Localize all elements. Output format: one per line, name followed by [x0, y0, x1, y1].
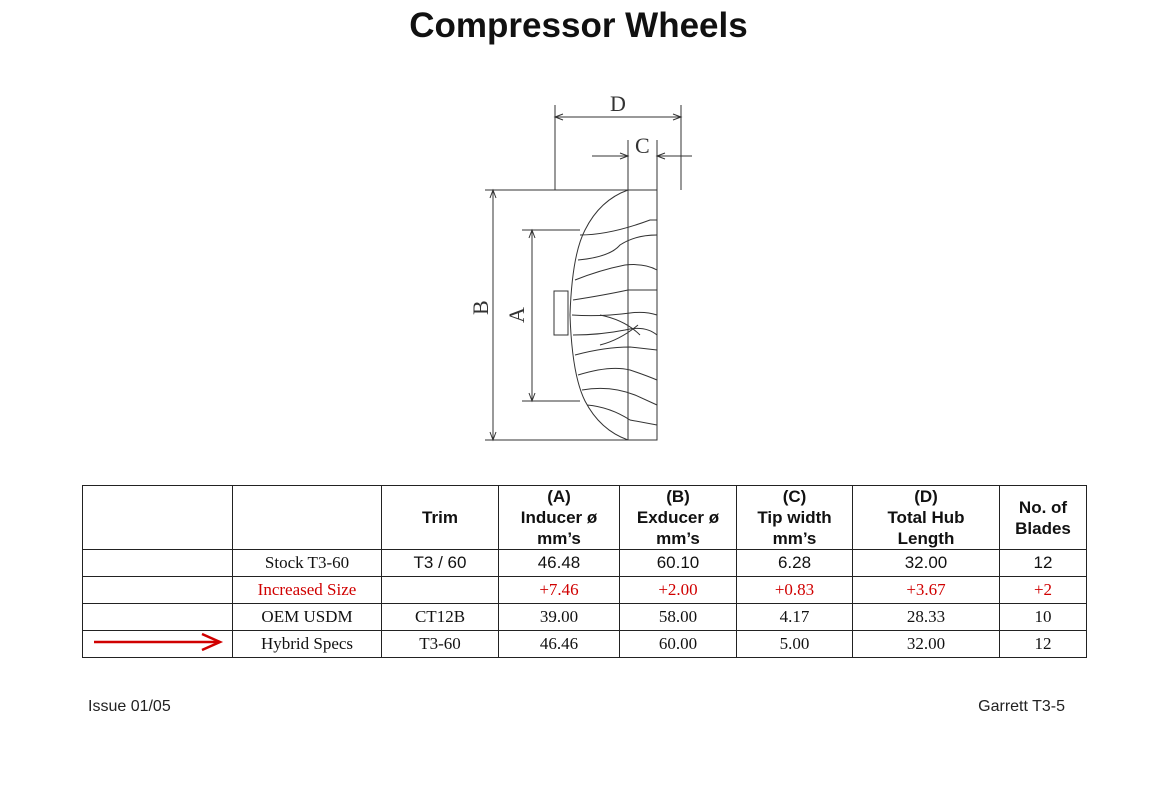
- dimension-label-b: B: [468, 300, 493, 315]
- footer-model: Garrett T3-5: [978, 698, 1065, 715]
- row-trim: CT12B: [381, 603, 499, 631]
- row-trim: T3-60: [381, 630, 499, 658]
- row-name: OEM USDM: [232, 603, 382, 631]
- row-tip-width: +0.83: [736, 576, 853, 604]
- row-name: Stock T3-60: [232, 549, 382, 577]
- dimension-label-d: D: [610, 91, 626, 116]
- row-hub-length: 32.00: [852, 549, 1000, 577]
- row-marker-cell: [82, 576, 233, 604]
- header-total-hub-length: (D) Total Hub Length: [852, 485, 1000, 550]
- header-tip-width: (C) Tip width mm’s: [736, 485, 853, 550]
- row-inducer: 46.48: [498, 549, 620, 577]
- row-trim: T3 / 60: [381, 549, 499, 577]
- row-blades: 12: [999, 549, 1087, 577]
- header-line: mm’s: [656, 529, 700, 548]
- table-row: Stock T3-60 T3 / 60 46.48 60.10 6.28 32.…: [82, 549, 1087, 577]
- header-inducer: (A) Inducer ø mm’s: [498, 485, 620, 550]
- table-row: Hybrid Specs T3-60 46.46 60.00 5.00 32.0…: [82, 630, 1087, 658]
- header-line: mm’s: [772, 529, 817, 548]
- compressor-wheel-diagram: D C B A: [468, 91, 692, 442]
- row-hub-length: +3.67: [852, 576, 1000, 604]
- row-name: Increased Size: [232, 576, 382, 604]
- header-line: (C): [782, 487, 807, 506]
- page-title: Compressor Wheels: [409, 6, 748, 45]
- row-marker-cell: [82, 630, 233, 658]
- header-line: Exducer ø: [636, 508, 720, 527]
- header-cell-blank-1: [82, 485, 233, 550]
- row-exducer: 60.10: [619, 549, 737, 577]
- row-exducer: 60.00: [619, 630, 737, 658]
- row-blades: 12: [999, 630, 1087, 658]
- row-exducer: 58.00: [619, 603, 737, 631]
- row-inducer: 39.00: [498, 603, 620, 631]
- header-cell-blank-2: [232, 485, 382, 550]
- row-tip-width: 5.00: [736, 630, 853, 658]
- row-name: Hybrid Specs: [232, 630, 382, 658]
- row-exducer: +2.00: [619, 576, 737, 604]
- header-line: (D): [914, 487, 938, 506]
- row-hub-length: 32.00: [852, 630, 1000, 658]
- row-inducer: 46.46: [498, 630, 620, 658]
- row-trim: [381, 576, 499, 604]
- dimension-label-c: C: [635, 133, 650, 158]
- header-line: Length: [897, 529, 955, 548]
- header-line: mm’s: [537, 529, 581, 548]
- row-tip-width: 6.28: [736, 549, 853, 577]
- header-exducer: (B) Exducer ø mm’s: [619, 485, 737, 550]
- header-line: (B): [666, 487, 690, 506]
- row-marker-cell: [82, 549, 233, 577]
- red-arrow-icon: [93, 632, 223, 651]
- header-line: Inducer ø: [520, 508, 598, 527]
- row-hub-length: 28.33: [852, 603, 1000, 631]
- header-line: No. of: [1018, 497, 1068, 517]
- table-header-row: Trim (A) Inducer ø mm’s (B) Exducer ø mm’s (…: [82, 485, 1087, 550]
- compressor-spec-table: Trim (A) Inducer ø mm’s (B) Exducer ø mm’s (…: [82, 485, 1087, 658]
- header-line: Total Hub: [887, 508, 965, 527]
- row-inducer: +7.46: [498, 576, 620, 604]
- row-tip-width: 4.17: [736, 603, 853, 631]
- row-blades: +2: [999, 576, 1087, 604]
- row-marker-cell: [82, 603, 233, 631]
- header-no-of-blades: No. of Blades: [999, 485, 1087, 550]
- dimension-label-a: A: [504, 307, 529, 323]
- table-row: Increased Size +7.46 +2.00 +0.83 +3.67 +…: [82, 576, 1087, 604]
- footer-issue: Issue 01/05: [88, 698, 171, 715]
- row-blades: 10: [999, 603, 1087, 631]
- header-line: (A): [547, 487, 571, 506]
- table-row: OEM USDM CT12B 39.00 58.00 4.17 28.33 10: [82, 603, 1087, 631]
- header-line: Tip width: [757, 508, 832, 527]
- header-line: Blades: [1015, 518, 1071, 538]
- header-trim: Trim: [381, 485, 499, 550]
